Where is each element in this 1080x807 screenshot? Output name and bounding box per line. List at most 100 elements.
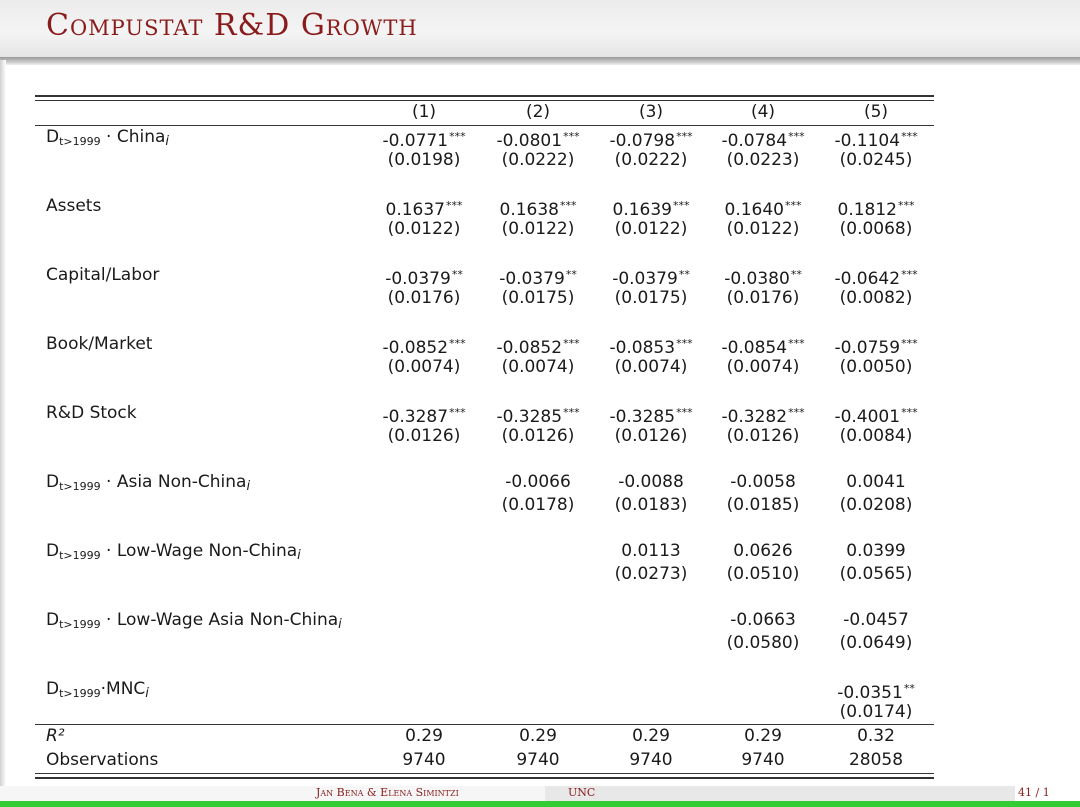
coefficient-cell: -0.3285*** xyxy=(594,403,708,427)
coefficient-value: -0.0663 xyxy=(730,610,796,630)
standard-error-cell: (0.0178) xyxy=(501,495,575,515)
coefficient-cell: -0.0784*** xyxy=(706,127,820,151)
row-label: Dt>1999 · Low-Wage Non-Chinai xyxy=(46,541,301,566)
standard-error-cell: (0.0198) xyxy=(387,150,461,170)
coefficient-value: -0.1104 xyxy=(834,131,901,151)
significance-stars: *** xyxy=(788,406,805,419)
coefficient-cell: -0.0801*** xyxy=(481,127,595,151)
coefficient-value: -0.0058 xyxy=(730,472,796,492)
row-label: Dt>1999 · Asia Non-Chinai xyxy=(46,472,250,497)
row-label: Dt>1999 · Low-Wage Asia Non-Chinai xyxy=(46,610,342,635)
standard-error-cell: (0.0126) xyxy=(614,426,688,446)
significance-stars: ** xyxy=(451,268,463,281)
row-label-index: i xyxy=(165,134,170,149)
footer-mid-band xyxy=(545,786,1015,802)
coefficient-value: -0.4001 xyxy=(834,407,901,427)
standard-error-cell: (0.0222) xyxy=(501,150,575,170)
column-header: (2) xyxy=(525,102,551,122)
significance-stars: *** xyxy=(901,406,918,419)
coefficient-value: 0.1639 xyxy=(612,200,672,220)
significance-stars: *** xyxy=(449,130,466,143)
coefficient-value: -0.0642 xyxy=(834,269,901,289)
coefficient-cell: 0.0626 xyxy=(706,541,820,561)
row-label-subscript: t>1999 xyxy=(59,687,101,700)
r-squared-value: 0.29 xyxy=(405,726,443,746)
significance-stars: *** xyxy=(901,337,918,350)
coefficient-value: -0.3285 xyxy=(496,407,563,427)
coefficient-cell: 0.1640*** xyxy=(706,196,820,220)
coefficient-cell: -0.1104*** xyxy=(819,127,933,151)
coefficient-value: -0.3287 xyxy=(382,407,449,427)
coefficient-cell: -0.0853*** xyxy=(594,334,708,358)
observations-value: 9740 xyxy=(402,750,446,770)
significance-stars: *** xyxy=(449,406,466,419)
coefficient-cell: -0.0663 xyxy=(706,610,820,630)
footer-page-number: 41 / 1 xyxy=(1018,786,1050,799)
column-header: (3) xyxy=(638,102,664,122)
standard-error-cell: (0.0649) xyxy=(839,633,913,653)
coefficient-value: -0.0088 xyxy=(618,472,684,492)
standard-error-cell: (0.0082) xyxy=(839,288,913,308)
coefficient-value: 0.0113 xyxy=(621,541,681,561)
coefficient-cell: -0.0088 xyxy=(594,472,708,492)
table-header-rule xyxy=(35,125,934,126)
standard-error-cell: (0.0074) xyxy=(614,357,688,377)
row-label-subscript: t>1999 xyxy=(59,618,101,631)
row-label-main: D xyxy=(46,679,60,699)
significance-stars: ** xyxy=(678,268,690,281)
significance-stars: *** xyxy=(559,199,577,212)
row-label-main: D xyxy=(46,541,60,561)
coefficient-value: -0.3285 xyxy=(609,407,676,427)
coefficient-cell: -0.0852*** xyxy=(481,334,595,358)
observations-value: 9740 xyxy=(741,750,785,770)
row-label-text: ·MNC xyxy=(100,679,146,699)
standard-error-cell: (0.0175) xyxy=(501,288,575,308)
standard-error-cell: (0.0222) xyxy=(614,150,688,170)
standard-error-cell: (0.0050) xyxy=(839,357,913,377)
significance-stars: *** xyxy=(445,199,463,212)
standard-error-cell: (0.0074) xyxy=(726,357,800,377)
coefficient-value: 0.0399 xyxy=(846,541,906,561)
column-header: (4) xyxy=(750,102,776,122)
standard-error-cell: (0.0580) xyxy=(726,633,800,653)
significance-stars: *** xyxy=(784,199,802,212)
standard-error-cell: (0.0183) xyxy=(614,495,688,515)
row-label: Book/Market xyxy=(46,334,152,354)
r-squared-value: 0.29 xyxy=(744,726,782,746)
significance-stars: *** xyxy=(901,268,918,281)
row-label-index: i xyxy=(297,548,301,563)
coefficient-cell: -0.3287*** xyxy=(367,403,481,427)
coefficient-value: -0.0852 xyxy=(496,338,563,358)
coefficient-cell: -0.0642*** xyxy=(819,265,933,289)
coefficient-value: -0.0771 xyxy=(382,131,449,151)
standard-error-cell: (0.0074) xyxy=(501,357,575,377)
coefficient-cell: -0.0457 xyxy=(819,610,933,630)
significance-stars: *** xyxy=(676,337,693,350)
observations-value: 9740 xyxy=(629,750,673,770)
coefficient-value: -0.0852 xyxy=(382,338,449,358)
coefficient-cell: -0.0852*** xyxy=(367,334,481,358)
coefficient-value: -0.0066 xyxy=(505,472,571,492)
significance-stars: *** xyxy=(788,337,805,350)
slide-header xyxy=(0,0,1080,60)
row-label: Capital/Labor xyxy=(46,265,159,285)
row-label-subscript: t>1999 xyxy=(59,480,101,493)
standard-error-cell: (0.0126) xyxy=(726,426,800,446)
standard-error-cell: (0.0126) xyxy=(501,426,575,446)
coefficient-value: -0.0798 xyxy=(609,131,676,151)
coefficient-value: -0.0380 xyxy=(724,269,790,289)
table-top-rule-2 xyxy=(35,100,934,101)
row-label-main: D xyxy=(46,127,60,147)
coefficient-value: -0.0853 xyxy=(609,338,676,358)
significance-stars: *** xyxy=(672,199,690,212)
coefficient-value: -0.0379 xyxy=(612,269,678,289)
coefficient-value: -0.0784 xyxy=(721,131,788,151)
row-label-main: Book/Market xyxy=(46,334,153,354)
row-label-main: Capital/Labor xyxy=(46,265,160,285)
coefficient-cell: 0.0113 xyxy=(594,541,708,561)
coefficient-cell: -0.3285*** xyxy=(481,403,595,427)
standard-error-cell: (0.0565) xyxy=(839,564,913,584)
observations-value: 9740 xyxy=(516,750,560,770)
coefficient-cell: -0.0854*** xyxy=(706,334,820,358)
